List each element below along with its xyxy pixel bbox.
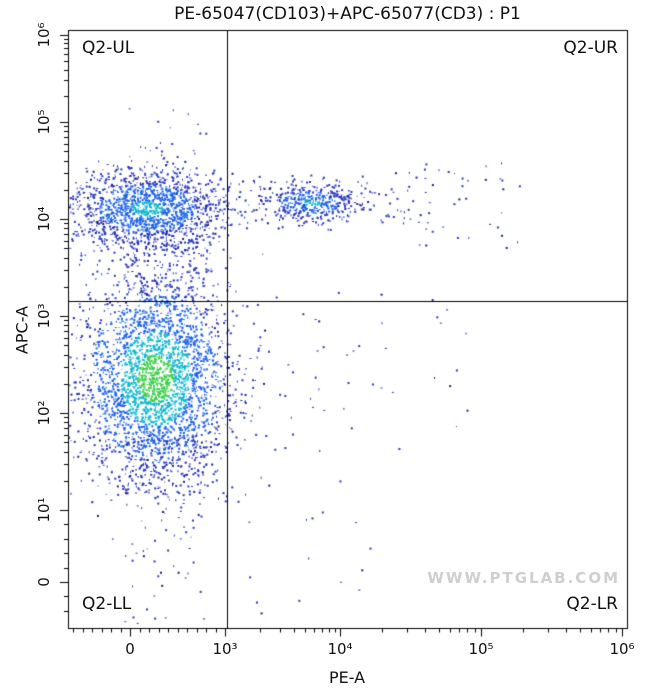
y-tick-label: 10⁴ bbox=[35, 206, 53, 232]
y-tick-label: 0 bbox=[35, 577, 53, 587]
y-tick-label: 10¹ bbox=[35, 497, 53, 523]
y-tick-label: 10² bbox=[35, 400, 53, 426]
x-tick-label: 10⁴ bbox=[327, 640, 353, 658]
y-tick-label: 10⁵ bbox=[35, 109, 53, 135]
x-tick-label: 10³ bbox=[212, 640, 238, 658]
quadrant-label-ll: Q2-LL bbox=[82, 594, 132, 614]
x-tick-label: 10⁶ bbox=[609, 640, 635, 658]
y-tick-label: 10⁶ bbox=[35, 22, 53, 48]
x-tick-label: 0 bbox=[125, 640, 135, 658]
x-axis-title: PE-A bbox=[328, 668, 366, 687]
quadrant-label-lr: Q2-LR bbox=[566, 594, 618, 614]
plot-title: PE-65047(CD103)+APC-65077(CD3) : P1 bbox=[174, 4, 521, 24]
quadrant-label-ur: Q2-UR bbox=[563, 38, 618, 58]
x-tick-label: 10⁵ bbox=[468, 640, 494, 658]
y-axis-title: APC-A bbox=[12, 305, 32, 355]
y-tick-label: 10³ bbox=[35, 303, 53, 329]
quadrant-label-ul: Q2-UL bbox=[82, 38, 135, 58]
